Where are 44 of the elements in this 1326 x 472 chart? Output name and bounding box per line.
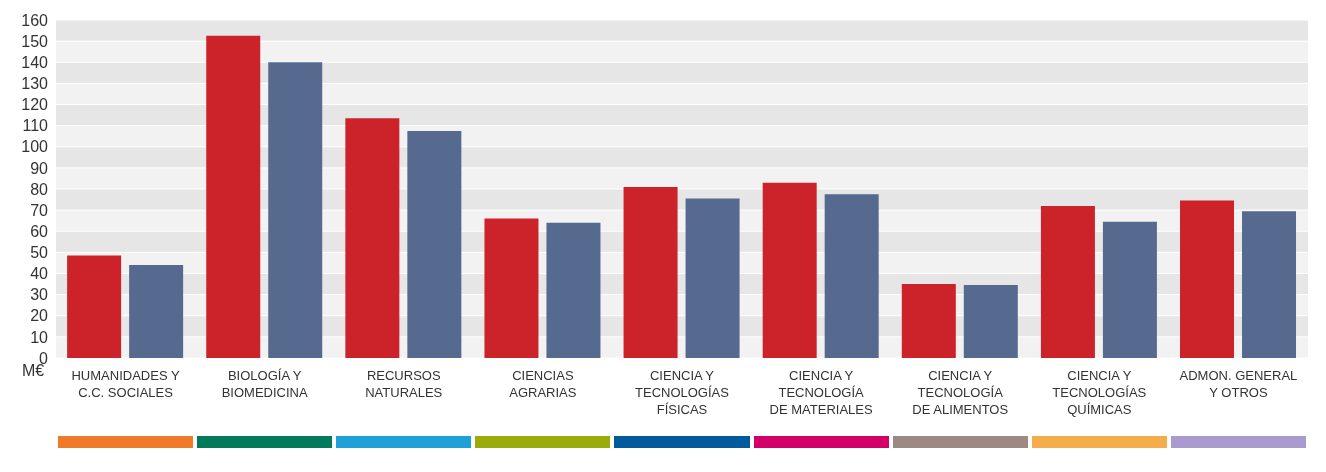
y-tick-label: 30 xyxy=(30,286,49,304)
y-tick-label: 10 xyxy=(30,328,49,346)
x-tick-label: CIENCIA Y TECNOLOGÍA DE MATERIALES xyxy=(769,368,873,417)
y-tick-label: 60 xyxy=(30,222,49,240)
y-tick-label: 130 xyxy=(21,75,49,93)
bar xyxy=(345,118,400,358)
bar xyxy=(1102,221,1157,358)
bar xyxy=(762,182,817,358)
bar xyxy=(129,265,184,358)
x-tick-label: CIENCIA Y TECNOLOGÍA DE ALIMENTOS xyxy=(912,368,1009,417)
bar xyxy=(901,284,956,358)
bar xyxy=(407,130,462,358)
y-tick-label: 150 xyxy=(21,32,49,50)
x-tick-label: HUMANIDADES Y C.C. SOCIALES xyxy=(71,368,180,400)
y-tick-label: 160 xyxy=(21,11,49,29)
bar xyxy=(623,186,678,358)
x-tick-label: BIOLOGÍA Y BIOMEDICINA xyxy=(221,368,308,400)
bar xyxy=(206,35,261,358)
y-tick-label: 50 xyxy=(30,244,49,262)
x-tick-label: RECURSOS NATURALES xyxy=(365,368,443,400)
y-tick-label: 120 xyxy=(21,96,49,114)
bar xyxy=(1040,205,1095,358)
y-tick-label: 100 xyxy=(21,138,49,156)
bar xyxy=(268,62,323,358)
bar xyxy=(1180,200,1235,358)
bar xyxy=(685,198,740,358)
y-tick-label: 80 xyxy=(30,180,49,198)
bar xyxy=(824,194,879,358)
bar xyxy=(546,222,601,358)
y-tick-label: 110 xyxy=(22,117,49,135)
y-axis-title: M€ xyxy=(22,362,45,380)
bar xyxy=(484,218,539,358)
y-tick-label: 40 xyxy=(30,265,49,283)
x-tick-label: CIENCIA Y TECNOLOGÍAS QUÍMICAS xyxy=(1052,368,1147,417)
bar xyxy=(67,255,122,358)
x-tick-label: ADMON. GENERAL Y OTROS xyxy=(1179,368,1298,400)
bar xyxy=(963,285,1018,358)
x-tick-label: CIENCIA Y TECNOLOGÍAS FÍSICAS xyxy=(635,368,730,417)
y-tick-label: 70 xyxy=(30,201,49,219)
bar xyxy=(1242,211,1297,358)
y-tick-label: 140 xyxy=(21,53,49,71)
y-tick-label: 20 xyxy=(30,307,49,325)
y-tick-label: 90 xyxy=(30,159,49,177)
x-tick-label: CIENCIAS AGRARIAS xyxy=(509,368,577,400)
